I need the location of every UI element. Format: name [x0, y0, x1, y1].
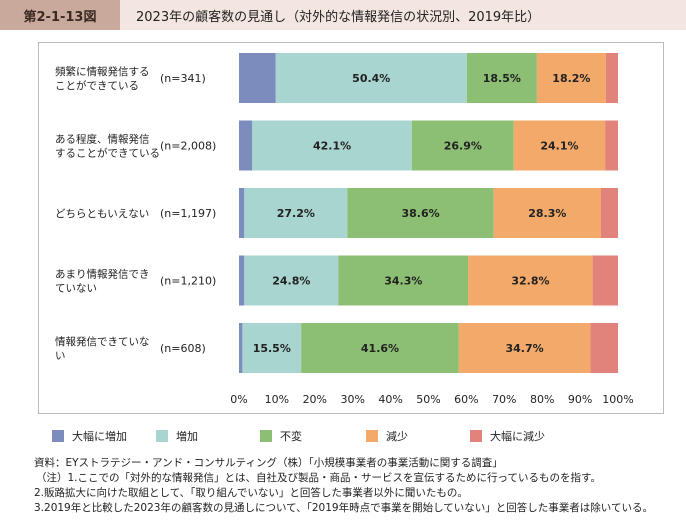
- notes: 資料：EYストラテジー・アンド・コンサルティング（株）「小規模事業者の事業活動に…: [34, 456, 674, 516]
- data-label: 41.6%: [361, 342, 399, 355]
- data-label: 34.3%: [384, 275, 422, 288]
- category-label: ある程度、情報発信: [55, 133, 150, 146]
- data-label: 18.2%: [552, 72, 590, 85]
- legend-swatch: [52, 430, 64, 442]
- data-label: 32.8%: [511, 275, 549, 288]
- category-label: することができている: [55, 147, 160, 160]
- x-tick-label: 40%: [378, 393, 402, 406]
- bar-segment: [536, 53, 606, 103]
- bar-segment: [411, 120, 514, 171]
- bar-segment: [513, 120, 606, 171]
- category-label: ていない: [55, 283, 97, 295]
- bar-segment: [252, 120, 412, 171]
- figure-header: 第2-1-13図 2023年の顧客数の見通し（対外的な情報発信の状況別、2019…: [0, 0, 686, 30]
- note-2: 2.販路拡大に向けた取組として、「取り組んでいない」と回答した事業者以外に聞いた…: [34, 487, 468, 499]
- legend-label: 大幅に増加: [72, 430, 127, 443]
- data-label: 28.3%: [528, 207, 566, 220]
- legend-swatch: [156, 430, 168, 442]
- legend-label: 不変: [280, 430, 302, 443]
- legend-swatch: [470, 430, 482, 442]
- bar-segment: [493, 188, 601, 238]
- data-label: 27.2%: [277, 207, 315, 220]
- x-tick-label: 90%: [568, 393, 592, 406]
- legend-item: 減少: [366, 428, 408, 444]
- x-tick-label: 70%: [492, 393, 516, 406]
- sample-size-label: (n=341): [160, 72, 206, 85]
- category-label: どちらともいえない: [55, 208, 149, 220]
- category-label: い: [55, 350, 66, 362]
- legend-item: 不変: [260, 428, 302, 444]
- legend-swatch: [366, 430, 378, 442]
- data-label: 24.1%: [540, 140, 578, 153]
- chart-legend: 大幅に増加 増加 不変 減少 大幅に減少: [52, 428, 652, 444]
- legend-label: 減少: [386, 430, 408, 443]
- bar-segment: [242, 323, 302, 373]
- bar-segment: [600, 188, 618, 238]
- legend-item: 増加: [156, 428, 198, 444]
- bar-segment: [239, 188, 245, 238]
- legend-item: 大幅に増加: [52, 428, 127, 444]
- legend-label: 増加: [176, 430, 198, 443]
- data-label: 42.1%: [313, 140, 351, 153]
- bar-segment: [239, 323, 243, 373]
- data-label: 24.8%: [272, 275, 310, 288]
- bar-segment: [605, 53, 618, 103]
- x-tick-label: 30%: [340, 393, 364, 406]
- bar-segment: [239, 53, 276, 103]
- data-label: 18.5%: [483, 72, 521, 85]
- x-tick-label: 80%: [530, 393, 554, 406]
- x-tick-label: 50%: [416, 393, 440, 406]
- bar-segment: [466, 53, 537, 103]
- bar-segment: [239, 255, 245, 306]
- bar-segment: [468, 255, 593, 306]
- data-label: 50.4%: [352, 72, 390, 85]
- sample-size-label: (n=1,210): [160, 275, 216, 288]
- legend-swatch: [260, 430, 272, 442]
- bar-segment: [239, 120, 253, 171]
- bar-segment: [592, 255, 618, 306]
- data-label: 34.7%: [505, 342, 543, 355]
- bar-segment: [590, 323, 618, 373]
- bar-segment: [275, 53, 467, 103]
- x-tick-label: 60%: [454, 393, 478, 406]
- bar-segment: [605, 120, 618, 171]
- figure-title: 2023年の顧客数の見通し（対外的な情報発信の状況別、2019年比）: [136, 9, 541, 25]
- category-label: ことができている: [55, 79, 139, 92]
- bar-segment: [458, 323, 591, 373]
- x-tick-label: 0%: [230, 393, 247, 406]
- legend-item: 大幅に減少: [470, 428, 545, 444]
- bar-segment: [244, 255, 339, 306]
- data-label: 26.9%: [444, 140, 482, 153]
- x-tick-label: 20%: [303, 393, 327, 406]
- category-label: 頻繁に情報発信する: [55, 65, 150, 78]
- chart-frame: 頻繁に情報発信する ことができている (n=341) 50.4% 18.5% 18.2% あ…: [38, 42, 664, 414]
- sample-size-label: (n=1,197): [160, 207, 216, 220]
- legend-label: 大幅に減少: [490, 430, 545, 443]
- sample-size-label: (n=2,008): [160, 140, 216, 153]
- bar-segment: [338, 255, 469, 306]
- figure-label: 第2-1-13図: [0, 0, 120, 30]
- data-label: 38.6%: [401, 207, 439, 220]
- note-1: （注）1.ここでの「対外的な情報発信」とは、自社及び製品・商品・サービスを宣伝す…: [36, 472, 601, 484]
- data-label: 15.5%: [253, 342, 291, 355]
- bar-segment: [244, 188, 348, 238]
- sample-size-label: (n=608): [160, 342, 206, 355]
- bar-segment: [347, 188, 494, 238]
- x-tick-label: 10%: [265, 393, 289, 406]
- source-note: 資料：EYストラテジー・アンド・コンサルティング（株）「小規模事業者の事業活動に…: [34, 457, 503, 469]
- category-label: 情報発信できていな: [55, 335, 150, 348]
- category-label: あまり情報発信でき: [55, 268, 150, 281]
- note-3: 3.2019年と比較した2023年の顧客数の見通しについて、「2019年時点で事…: [34, 502, 653, 514]
- x-tick-label: 100%: [602, 393, 633, 406]
- bar-segment: [301, 323, 459, 373]
